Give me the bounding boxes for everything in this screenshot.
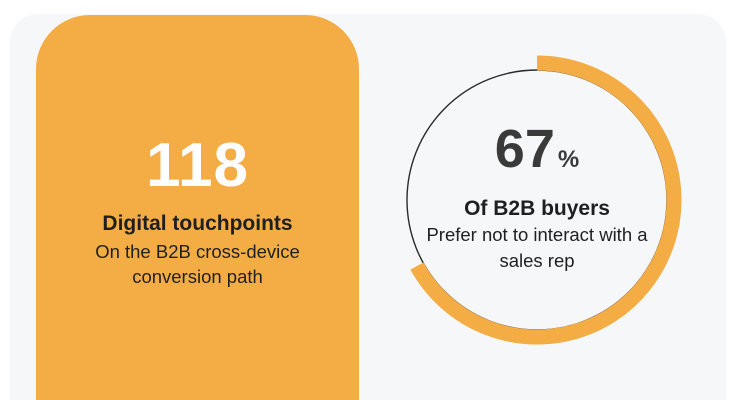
- touchpoints-card: 118 Digital touchpoints On the B2B cross…: [36, 15, 359, 400]
- touchpoints-description: On the B2B cross-device conversion path: [95, 241, 300, 287]
- buyers-number: 67: [494, 119, 555, 179]
- buyers-number-line: 67%: [405, 122, 669, 176]
- touchpoints-number: 118: [145, 131, 250, 200]
- touchpoints-title: Digital touchpoints: [102, 212, 293, 235]
- buyers-unit: %: [557, 146, 580, 173]
- buyers-title: Of B2B buyers: [464, 197, 610, 220]
- percent-ring: [406, 55, 682, 345]
- buyers-description: Prefer not to interact with a sales rep: [426, 224, 648, 271]
- progress-arc: [410, 55, 682, 345]
